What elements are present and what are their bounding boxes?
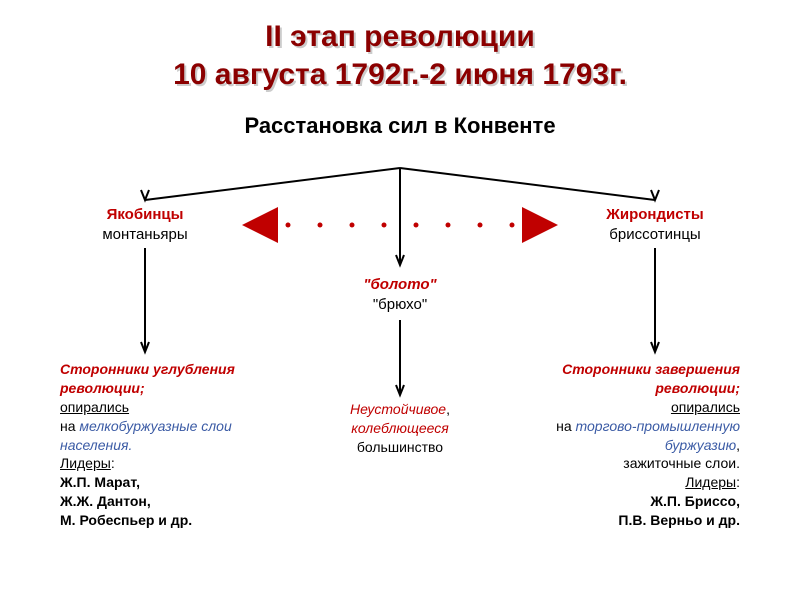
left-leaders-lbl: Лидеры <box>60 455 111 471</box>
center-l2: колеблющееся <box>351 420 449 436</box>
title-line-1: II этап революции <box>0 18 800 56</box>
left-pos2: революции; <box>60 380 145 396</box>
group-center: "болото" "брюхо" <box>340 275 460 314</box>
right-pos1: Сторонники завершения <box>562 361 740 377</box>
description-center: Неустойчивое, колеблющееся большинство <box>310 400 490 457</box>
group-right-alt: бриссотинцы <box>595 225 715 245</box>
right-leaders-colon: : <box>736 474 740 490</box>
left-leaders: Ж.П. Марат, Ж.Ж. Дантон, М. Робеспьер и … <box>60 474 192 528</box>
group-center-alt: "брюхо" <box>340 295 460 315</box>
slide-title: II этап революции 10 августа 1792г.-2 ию… <box>0 0 800 93</box>
left-support-on: на <box>60 418 79 434</box>
center-comma: , <box>446 401 450 417</box>
right-support-on: на <box>556 418 575 434</box>
right-leaders-lbl: Лидеры <box>685 474 736 490</box>
center-l3: большинство <box>357 439 443 455</box>
group-left: Якобинцы монтаньяры <box>85 205 205 244</box>
group-left-alt: монтаньяры <box>85 225 205 245</box>
group-center-name: "болото" <box>340 275 460 295</box>
right-support-who: торгово-промышленную буржуазию <box>576 418 740 453</box>
group-right-name: Жирондисты <box>595 205 715 225</box>
group-left-name: Якобинцы <box>85 205 205 225</box>
left-support-who: мелкобуржуазные слои населения. <box>60 418 232 453</box>
group-right: Жирондисты бриссотинцы <box>595 205 715 244</box>
description-left: Сторонники углубления революции; опирали… <box>60 360 290 530</box>
left-support-lbl: опирались <box>60 399 129 415</box>
title-line-2: 10 августа 1792г.-2 июня 1793г. <box>0 56 800 94</box>
center-l1: Неустойчивое <box>350 401 446 417</box>
description-right: Сторонники завершения революции; опирали… <box>510 360 740 530</box>
subtitle: Расстановка сил в Конвенте <box>0 113 800 139</box>
right-leaders: Ж.П. Бриссо, П.В. Верньо и др. <box>618 493 740 528</box>
right-support-lbl: опирались <box>671 399 740 415</box>
right-pos2: революции; <box>655 380 740 396</box>
left-leaders-colon: : <box>111 455 115 471</box>
left-pos1: Сторонники углубления <box>60 361 235 377</box>
